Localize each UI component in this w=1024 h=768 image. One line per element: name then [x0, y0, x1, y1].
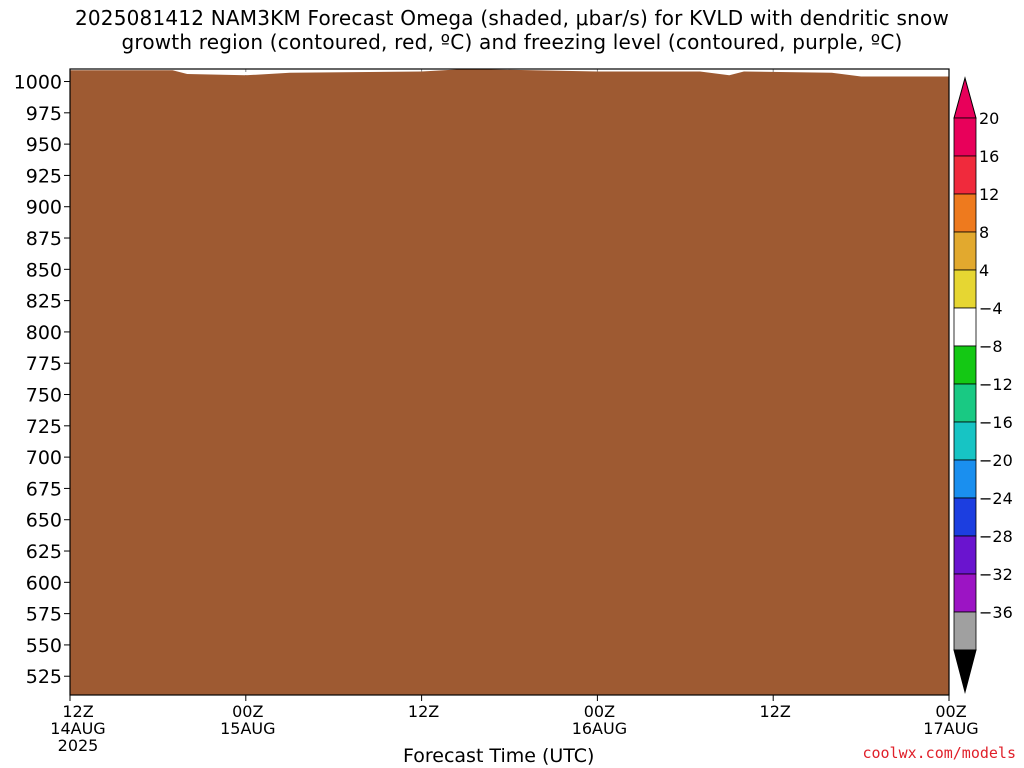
- colorbar-label: −4: [979, 299, 1003, 318]
- colorbar-label: −28: [979, 527, 1013, 546]
- y-tick-label: 550: [26, 635, 62, 657]
- colorbar-label: −24: [979, 489, 1013, 508]
- y-tick-label: 975: [26, 103, 62, 125]
- y-tick-label: 525: [26, 666, 62, 688]
- x-tick-label: 12Z: [760, 702, 791, 721]
- colorbar-swatch: [953, 193, 977, 233]
- x-tick-label: 12Z: [408, 702, 439, 721]
- y-tick-label: 1000: [14, 72, 62, 94]
- colorbar-label: 16: [979, 147, 999, 166]
- y-tick-label: 875: [26, 228, 62, 250]
- x-tick-label: 00Z 15AUG: [220, 702, 275, 738]
- chart-title-line1: 2025081412 NAM3KM Forecast Omega (shaded…: [74, 6, 950, 30]
- colorbar-swatch: [953, 155, 977, 195]
- colorbar-swatch: [953, 497, 977, 537]
- x-tick-label: 00Z 17AUG: [923, 702, 978, 738]
- chart-title-line2: growth region (contoured, red, ºC) and f…: [121, 30, 903, 54]
- y-tick-label: 650: [26, 510, 62, 532]
- colorbar-label: −8: [979, 337, 1003, 356]
- colorbar-swatch: [953, 307, 977, 347]
- colorbar-swatch: [953, 459, 977, 499]
- colorbar-label: −32: [979, 565, 1013, 584]
- y-tick-label: 900: [26, 197, 62, 219]
- colorbar-swatch: [953, 231, 977, 271]
- colorbar-label: 8: [979, 223, 989, 242]
- colorbar-swatch: [953, 421, 977, 461]
- colorbar-swatch: [953, 383, 977, 423]
- colorbar-swatch: [953, 611, 977, 651]
- y-tick-label: 950: [26, 134, 62, 156]
- y-tick-label: 925: [26, 165, 62, 187]
- colorbar-top-arrow: [953, 76, 977, 119]
- x-axis-label: Forecast Time (UTC): [403, 745, 595, 767]
- colorbar-swatch: [953, 117, 977, 157]
- y-tick-label: 750: [26, 385, 62, 407]
- colorbar-label: −20: [979, 451, 1013, 470]
- colorbar-swatch: [953, 535, 977, 575]
- site-credit: coolwx.com/models: [862, 744, 1016, 762]
- colorbar-label: 12: [979, 185, 999, 204]
- colorbar-label: −12: [979, 375, 1013, 394]
- colorbar-label: 20: [979, 109, 999, 128]
- y-tick-label: 775: [26, 353, 62, 375]
- chart-title: 2025081412 NAM3KM Forecast Omega (shaded…: [0, 6, 1024, 54]
- y-tick-label: 675: [26, 478, 62, 500]
- y-tick-label: 700: [26, 447, 62, 469]
- colorbar-swatch: [953, 573, 977, 613]
- y-tick-label: 575: [26, 604, 62, 626]
- x-tick-label: 00Z 16AUG: [572, 702, 627, 738]
- colorbar-label: 4: [979, 261, 989, 280]
- y-tick-label: 600: [26, 572, 62, 594]
- colorbar-label: −36: [979, 603, 1013, 622]
- terrain-fill: [70, 69, 949, 695]
- colorbar-swatch: [953, 345, 977, 385]
- y-tick-label: 825: [26, 291, 62, 313]
- colorbar-bottom-arrow: [953, 649, 977, 694]
- colorbar-swatch: [953, 269, 977, 309]
- y-tick-label: 625: [26, 541, 62, 563]
- y-tick-label: 725: [26, 416, 62, 438]
- plot-frame: [69, 68, 950, 696]
- colorbar-label: −16: [979, 413, 1013, 432]
- x-tick-label: 12Z 14AUG 2025: [50, 702, 105, 755]
- y-tick-label: 800: [26, 322, 62, 344]
- y-tick-label: 850: [26, 259, 62, 281]
